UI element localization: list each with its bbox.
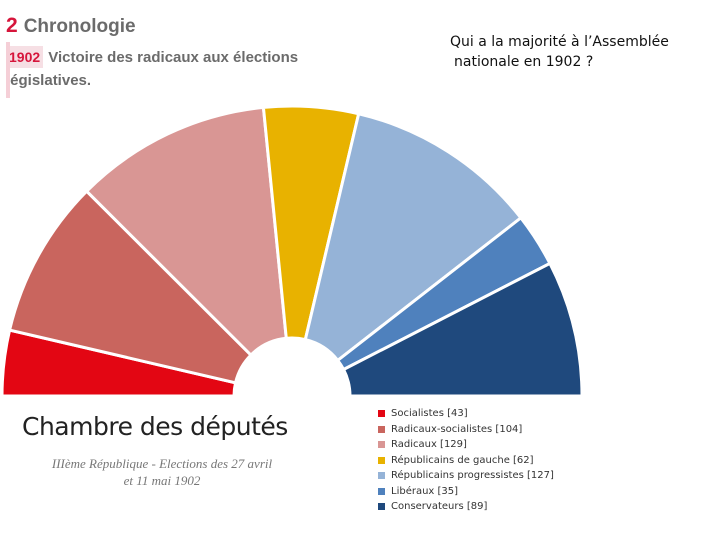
legend-swatch [378,487,385,495]
seat-wedge-radicaux [84,105,288,358]
event-year: 1902 [6,46,44,68]
chamber-subtitle-line2: et 11 mai 1902 [123,473,201,488]
legend-swatch [378,441,385,449]
question-text: Qui a la majorité à l’Assemblée national… [450,32,718,72]
chamber-title: Chambre des députés [22,412,288,441]
legend-item: Radicaux-socialistes [104] [378,422,554,438]
section-number: 2 [6,14,18,37]
legend-label: Républicains progressistes [127] [391,470,554,482]
seat-wedge-conservateurs [341,261,584,398]
chamber-subtitle-line1: IIIème République - Elections des 27 avr… [51,456,273,471]
legend-item: Socialistes [43] [378,406,554,422]
legend-swatch [378,425,385,433]
legend-swatch [378,410,385,418]
seat-wedge-radicaux-socialistes [7,189,254,385]
event-text-line1: Victoire des radicaux aux élections [48,49,299,66]
hemicycle-chart [0,104,584,398]
legend-swatch [378,472,385,480]
legend-label: Républicains de gauche [62] [391,454,534,466]
event-text-line2: législatives. [6,72,92,89]
seat-wedge-republicains-progressistes [303,111,523,363]
chronology-header: 2 Chronologie 1902 Victoire des radicaux… [6,14,326,92]
legend-item: Conservateurs [89] [378,499,554,515]
section-title: 2 Chronologie [6,14,326,38]
legend-item: Radicaux [129] [378,437,554,453]
legend-label: Radicaux [129] [391,439,467,451]
accent-bar [6,42,10,98]
section-name: Chronologie [23,16,136,37]
chart-legend: Socialistes [43] Radicaux-socialistes [10… [378,406,554,515]
legend-item: Républicains progressistes [127] [378,468,554,484]
legend-item: Républicains de gauche [62] [378,453,554,469]
legend-label: Socialistes [43] [391,408,468,420]
event-entry: 1902 Victoire des radicaux aux élections… [6,46,326,92]
legend-swatch [378,503,385,511]
question-line1: Qui a la majorité à l’Assemblée [450,34,669,50]
chamber-subtitle: IIIème République - Elections des 27 avr… [22,455,302,489]
legend-label: Conservateurs [89] [391,501,488,513]
legend-item: Libéraux [35] [378,484,554,500]
legend-label: Libéraux [35] [391,485,459,497]
legend-label: Radicaux-socialistes [104] [391,423,523,435]
legend-swatch [378,456,385,464]
question-line2: nationale en 1902 ? [454,54,594,70]
